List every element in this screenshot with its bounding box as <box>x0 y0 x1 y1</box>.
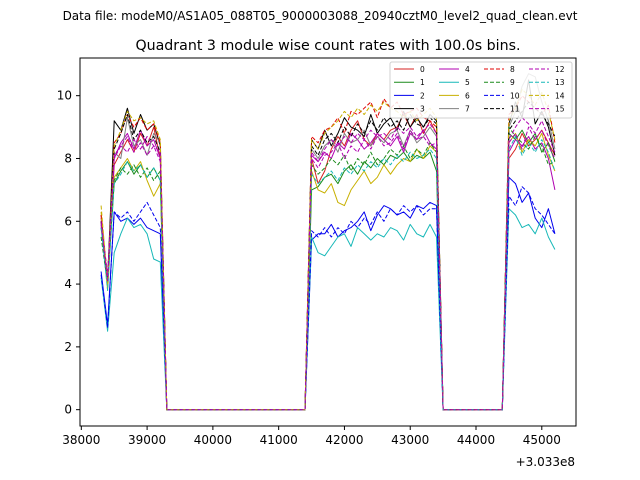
legend-label-4: 4 <box>465 65 470 74</box>
legend-label-11: 11 <box>510 105 520 114</box>
y-tick-label: 10 <box>57 89 72 103</box>
x-tick-label: 42000 <box>325 433 363 447</box>
x-tick-label: 41000 <box>260 433 298 447</box>
series-line-6 <box>100 132 556 411</box>
legend-label-8: 8 <box>510 65 515 74</box>
legend-label-1: 1 <box>420 78 425 87</box>
axes-frame <box>79 57 577 427</box>
x-tick-label: 40000 <box>194 433 232 447</box>
chart-title: Quadrant 3 module wise count rates with … <box>135 38 520 54</box>
series-line-8 <box>100 95 556 411</box>
legend-label-2: 2 <box>420 91 425 100</box>
series-line-15 <box>100 117 556 411</box>
y-tick-label: 6 <box>64 214 72 228</box>
series-line-12 <box>100 126 556 411</box>
legend-label-9: 9 <box>510 78 515 87</box>
series-line-0 <box>100 114 556 411</box>
series-line-1 <box>100 129 556 411</box>
legend-label-10: 10 <box>510 91 520 100</box>
series-line-11 <box>100 101 556 411</box>
x-offset-label: +3.033e8 <box>516 455 575 469</box>
legend-label-5: 5 <box>465 78 470 87</box>
series-line-10 <box>100 186 556 411</box>
legend-label-15: 15 <box>555 105 565 114</box>
x-tick-label: 38000 <box>62 433 100 447</box>
legend-label-13: 13 <box>555 78 565 87</box>
legend-label-12: 12 <box>555 65 565 74</box>
x-tick-label: 39000 <box>128 433 166 447</box>
legend-box <box>389 61 573 119</box>
y-tick-label: 8 <box>64 151 72 165</box>
y-tick-label: 2 <box>64 340 72 354</box>
y-tick-label: 0 <box>64 403 72 417</box>
x-tick-label: 45000 <box>523 433 561 447</box>
chart-suptitle: Data file: modeM0/AS1A05_088T05_90000030… <box>63 9 578 23</box>
series-line-13 <box>100 136 556 411</box>
series-line-4 <box>100 129 556 411</box>
y-tick-label: 4 <box>64 277 72 291</box>
plot-lines <box>100 73 556 411</box>
legend-label-7: 7 <box>465 105 470 114</box>
legend-label-14: 14 <box>555 91 565 100</box>
legend-label-3: 3 <box>420 105 425 114</box>
axes-ticks: 38000 39000 40000 41000 42000 43000 44000 45000… <box>57 89 561 447</box>
series-line-7 <box>100 73 556 411</box>
series-line-5 <box>100 208 556 411</box>
x-tick-label: 44000 <box>457 433 495 447</box>
series-line-9 <box>100 126 556 411</box>
legend-label-6: 6 <box>465 91 470 100</box>
series-line-3 <box>100 79 556 411</box>
x-tick-label: 43000 <box>391 433 429 447</box>
legend-label-0: 0 <box>420 65 425 74</box>
series-line-2 <box>100 176 556 411</box>
